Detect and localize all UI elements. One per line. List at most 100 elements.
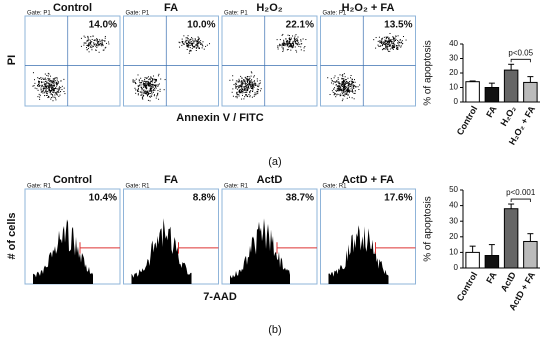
dot xyxy=(240,84,242,86)
dot xyxy=(243,86,245,88)
dot xyxy=(56,77,58,79)
dot xyxy=(92,45,94,47)
dot xyxy=(91,47,93,49)
dot xyxy=(96,42,98,44)
dot xyxy=(138,80,140,82)
dot xyxy=(253,84,255,86)
dot xyxy=(282,51,284,53)
dot xyxy=(145,80,147,82)
dot xyxy=(349,83,351,85)
dot xyxy=(97,39,99,41)
dot xyxy=(37,89,39,91)
dot xyxy=(287,34,289,36)
dot xyxy=(51,86,53,88)
dot xyxy=(293,37,295,39)
dot xyxy=(350,90,352,92)
dot xyxy=(55,87,57,89)
dot xyxy=(400,45,402,47)
dot xyxy=(63,78,65,80)
dot xyxy=(147,99,149,101)
dot xyxy=(191,43,193,45)
dot xyxy=(198,41,200,43)
dot xyxy=(190,49,192,51)
dot xyxy=(192,45,194,47)
bar xyxy=(503,69,519,103)
dot xyxy=(50,75,52,77)
dot xyxy=(387,50,389,52)
dot xyxy=(296,44,298,46)
dot xyxy=(56,78,58,80)
dot xyxy=(232,75,234,77)
dot xyxy=(152,81,154,83)
dot xyxy=(393,42,395,44)
dot xyxy=(393,40,395,42)
caption: (a) xyxy=(268,156,281,168)
dot xyxy=(303,47,305,49)
dot xyxy=(346,93,348,95)
dot xyxy=(104,37,106,39)
dot xyxy=(56,80,58,82)
dot xyxy=(290,46,292,48)
dot xyxy=(52,87,54,89)
dot xyxy=(41,90,43,92)
dot xyxy=(178,41,180,43)
dot xyxy=(199,42,201,44)
dot xyxy=(60,87,62,89)
dot xyxy=(241,81,243,83)
dot xyxy=(382,43,384,45)
dot xyxy=(188,42,190,44)
dot xyxy=(337,88,339,90)
dot xyxy=(185,41,187,43)
dot xyxy=(145,86,147,88)
dot xyxy=(142,83,144,85)
panel-title: ActD + FA xyxy=(342,174,394,186)
dot xyxy=(246,88,248,90)
dot xyxy=(343,86,345,88)
dot xyxy=(342,83,344,85)
dot xyxy=(145,91,147,93)
dot xyxy=(243,80,245,82)
dot xyxy=(393,42,395,44)
dot xyxy=(59,94,61,96)
dot xyxy=(47,87,49,89)
dot xyxy=(343,87,345,89)
dot xyxy=(56,88,58,90)
dot xyxy=(47,77,49,79)
dot xyxy=(84,36,86,38)
dot xyxy=(48,85,50,87)
dot xyxy=(250,85,252,87)
dot xyxy=(345,81,347,83)
dot xyxy=(351,88,353,90)
dot xyxy=(34,87,36,89)
dot xyxy=(186,45,188,47)
dot xyxy=(292,40,294,42)
dot xyxy=(138,79,140,81)
dot xyxy=(246,81,248,83)
dot xyxy=(245,82,247,84)
dot xyxy=(47,91,49,93)
dot xyxy=(285,38,287,40)
dot xyxy=(339,85,341,87)
dot xyxy=(94,40,96,42)
dot xyxy=(341,83,343,85)
dot xyxy=(350,77,352,79)
dot xyxy=(337,81,339,83)
dot xyxy=(393,37,395,39)
dot xyxy=(343,91,345,93)
dot xyxy=(246,87,248,89)
dot xyxy=(255,93,257,95)
dot xyxy=(398,41,400,43)
dot xyxy=(348,90,350,92)
dot xyxy=(148,84,150,86)
dot xyxy=(241,80,243,82)
dot xyxy=(257,93,259,95)
dot xyxy=(196,40,198,42)
dot xyxy=(58,95,60,97)
dot xyxy=(47,85,49,87)
dot xyxy=(147,76,149,78)
dot xyxy=(245,91,247,93)
dot xyxy=(391,47,393,49)
dot xyxy=(249,81,251,83)
dot xyxy=(100,39,102,41)
dot xyxy=(338,90,340,92)
